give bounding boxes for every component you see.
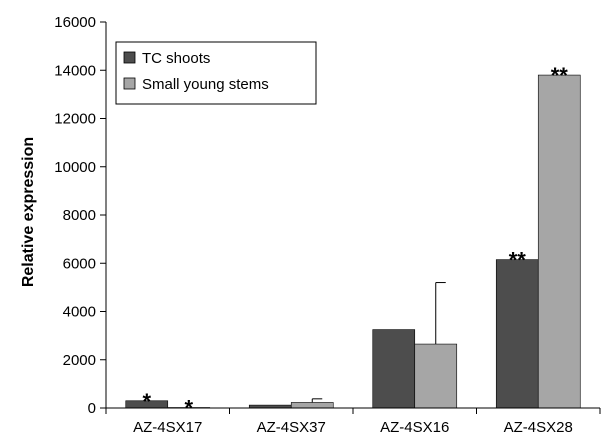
bar-az-4sx37-series-2 — [290, 402, 334, 409]
bar-az-4sx16-series-2 — [414, 343, 458, 409]
legend-swatch — [123, 51, 136, 64]
y-tick-label: 0 — [88, 400, 96, 417]
legend: TC shoots Small young stems — [115, 41, 317, 105]
bar-az-4sx16-series-1 — [372, 329, 416, 409]
y-tick-label: 4000 — [63, 304, 96, 321]
error-bars-group — [311, 282, 446, 403]
significance-marker: * — [142, 389, 151, 414]
y-tick-label: 14000 — [54, 62, 96, 79]
legend-box — [115, 41, 317, 105]
axes-group — [105, 22, 601, 414]
legend-entry: Small young stems — [142, 76, 269, 93]
bars-group — [125, 74, 581, 409]
bar-az-4sx28-series-1 — [495, 259, 539, 409]
y-axis-ticks: 0 2000 4000 6000 8000 10000 12000 14000 16000 — [54, 14, 106, 417]
y-tick-label: 8000 — [63, 207, 96, 224]
category-label: AZ-4SX17 — [133, 419, 202, 436]
category-label: AZ-4SX37 — [257, 419, 326, 436]
y-tick-label: 16000 — [54, 14, 96, 31]
y-tick-label: 2000 — [63, 352, 96, 369]
y-tick-label: 6000 — [63, 255, 96, 272]
category-label: AZ-4SX16 — [380, 419, 449, 436]
significance-marker: ** — [509, 248, 527, 273]
category-labels-group: AZ-4SX17 AZ-4SX37 AZ-4SX16 AZ-4SX28 — [133, 419, 573, 436]
y-tick-label: 10000 — [54, 159, 96, 176]
legend-swatch — [123, 77, 136, 90]
legend-entry: TC shoots — [142, 50, 210, 67]
bar-az-4sx28-series-2 — [537, 74, 581, 409]
category-label: AZ-4SX28 — [504, 419, 573, 436]
y-axis-label: Relative expression — [20, 137, 37, 287]
significance-marker: ** — [551, 63, 569, 88]
y-tick-label: 12000 — [54, 111, 96, 128]
